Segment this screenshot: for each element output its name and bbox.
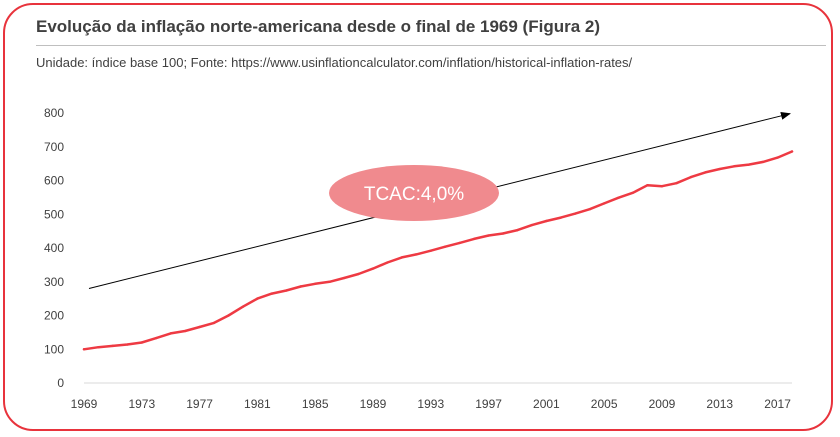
x-tick-label: 1993 xyxy=(417,397,444,411)
cagr-ellipse xyxy=(329,165,499,221)
y-tick-label: 0 xyxy=(57,376,64,390)
data-point xyxy=(617,196,620,199)
data-point xyxy=(429,249,432,252)
data-point xyxy=(631,191,635,194)
y-tick-label: 700 xyxy=(44,140,64,154)
data-point xyxy=(444,245,447,248)
y-axis-ticks: 0 100 200 300 400 500 600 700 800 xyxy=(44,106,64,390)
data-point xyxy=(718,167,721,171)
chart-frame xyxy=(3,3,833,431)
data-point xyxy=(501,232,505,235)
y-tick-label: 800 xyxy=(44,106,64,120)
data-point xyxy=(342,276,346,280)
data-point xyxy=(675,182,678,185)
data-point xyxy=(530,223,534,227)
data-point xyxy=(270,292,274,295)
data-point xyxy=(241,305,245,308)
data-point xyxy=(198,325,201,329)
data-point xyxy=(733,165,736,168)
data-point xyxy=(776,156,779,159)
data-point xyxy=(140,341,143,344)
data-point xyxy=(516,228,519,232)
y-tick-label: 600 xyxy=(44,174,64,188)
data-point xyxy=(111,344,115,348)
data-point xyxy=(559,216,563,219)
data-point xyxy=(660,185,664,188)
data-point xyxy=(371,267,375,270)
y-tick-label: 100 xyxy=(44,342,64,356)
data-point xyxy=(458,241,461,245)
y-tick-label: 200 xyxy=(44,309,64,323)
x-tick-label: 1973 xyxy=(128,397,155,411)
data-point xyxy=(212,321,216,325)
x-tick-label: 1989 xyxy=(360,397,387,411)
data-point xyxy=(747,163,750,166)
data-point xyxy=(472,237,476,241)
data-point xyxy=(155,336,158,340)
data-point xyxy=(487,234,490,237)
title-divider xyxy=(36,45,826,46)
data-point xyxy=(256,297,259,300)
data-point xyxy=(704,171,707,174)
data-point xyxy=(400,256,404,259)
data-point xyxy=(183,329,187,333)
data-point xyxy=(415,253,418,256)
data-point xyxy=(126,343,129,346)
x-tick-label: 1981 xyxy=(244,397,271,411)
x-axis-ticks: 1969 1973 1977 1981 1985 1989 1993 1997 2001 2005… xyxy=(71,397,792,411)
cagr-label: TCAC:4,0% xyxy=(364,184,464,205)
data-point xyxy=(169,332,172,335)
data-point xyxy=(574,212,577,215)
series-line xyxy=(82,150,794,351)
data-point xyxy=(357,272,360,276)
data-point xyxy=(545,219,548,223)
x-tick-label: 2005 xyxy=(591,397,618,411)
data-point xyxy=(285,289,288,292)
x-tick-label: 2009 xyxy=(649,397,676,411)
data-point xyxy=(313,282,317,285)
x-tick-label: 1985 xyxy=(302,397,329,411)
y-tick-label: 300 xyxy=(44,275,64,289)
x-tick-label: 2001 xyxy=(533,397,560,411)
data-point xyxy=(386,261,389,264)
x-tick-label: 2013 xyxy=(706,397,733,411)
y-tick-label: 400 xyxy=(44,241,64,255)
data-point xyxy=(761,160,765,164)
x-tick-label: 2017 xyxy=(764,397,791,411)
x-tick-label: 1977 xyxy=(186,397,213,411)
data-point xyxy=(602,202,606,205)
chart-subtitle: Unidade: índice base 100; Fonte: https:/… xyxy=(36,55,633,70)
data-points xyxy=(82,150,794,351)
x-tick-label: 1969 xyxy=(71,397,98,411)
chart-title: Evolução da inflação norte-americana des… xyxy=(36,17,601,36)
data-point xyxy=(646,184,649,187)
data-point xyxy=(689,175,693,179)
data-point xyxy=(588,207,591,211)
data-point xyxy=(328,280,331,283)
data-point xyxy=(299,285,302,288)
data-point xyxy=(82,348,86,351)
data-point xyxy=(97,346,100,349)
data-point xyxy=(227,314,230,317)
data-point xyxy=(790,150,794,153)
x-tick-label: 1997 xyxy=(475,397,502,411)
y-tick-label: 500 xyxy=(44,207,64,221)
